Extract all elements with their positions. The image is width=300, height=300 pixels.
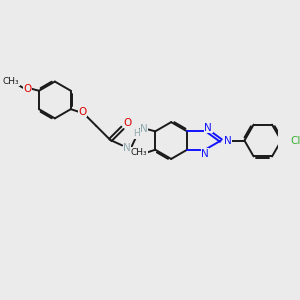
Text: O: O — [123, 118, 131, 128]
Text: CH₃: CH₃ — [2, 76, 19, 85]
Text: N: N — [204, 122, 212, 133]
Text: CH₃: CH₃ — [131, 148, 147, 157]
Text: O: O — [78, 107, 86, 117]
Text: N: N — [201, 148, 209, 158]
Text: O: O — [23, 84, 32, 94]
Text: H: H — [131, 148, 138, 157]
Text: H: H — [133, 129, 140, 138]
Text: N: N — [140, 124, 148, 134]
Text: N: N — [123, 142, 131, 153]
Text: Cl: Cl — [290, 136, 300, 146]
Text: N: N — [224, 136, 232, 146]
